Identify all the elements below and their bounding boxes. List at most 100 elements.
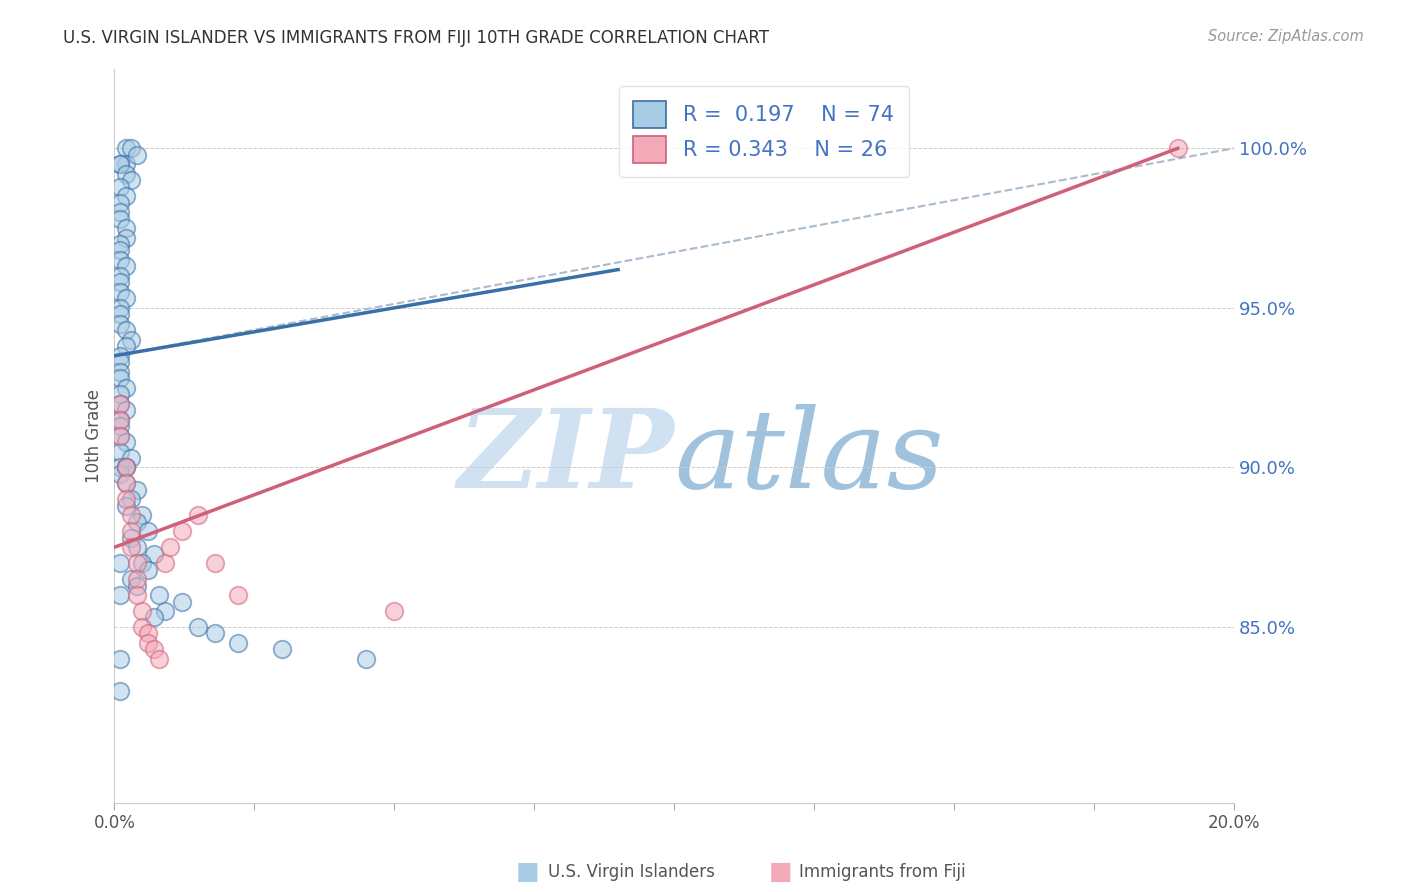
Point [136,524,159,539]
Point [226,636,249,650]
Point [125,515,148,529]
Point [114,403,136,417]
Point [170,524,193,539]
Point [114,157,136,171]
Point [108,301,131,315]
Point [108,317,131,331]
Point [108,244,131,258]
Point [108,355,131,369]
Point [114,460,136,475]
Point [114,141,136,155]
Point [108,428,131,442]
Point [120,524,142,539]
Point [114,323,136,337]
Point [204,626,226,640]
Point [108,252,131,267]
Text: ■: ■ [769,861,792,884]
Point [131,508,153,523]
Point [108,412,131,426]
Point [114,189,136,203]
Point [108,157,131,171]
Legend: R =  0.197    N = 74, R = 0.343    N = 26: R = 0.197 N = 74, R = 0.343 N = 26 [619,87,908,178]
Point [153,604,176,618]
Text: Immigrants from Fiji: Immigrants from Fiji [799,863,966,881]
Point [356,652,378,666]
Point [108,419,131,434]
Point [114,221,136,235]
Y-axis label: 10th Grade: 10th Grade [86,389,103,483]
Point [108,467,131,481]
Text: Source: ZipAtlas.com: Source: ZipAtlas.com [1208,29,1364,44]
Point [108,268,131,283]
Point [114,339,136,353]
Point [108,397,131,411]
Point [170,594,193,608]
Point [125,556,148,570]
Point [125,147,148,161]
Point [120,141,142,155]
Point [114,499,136,513]
Point [114,167,136,181]
Point [120,333,142,347]
Point [108,211,131,226]
Point [114,291,136,305]
Point [382,604,405,618]
Point [120,173,142,187]
Point [226,588,249,602]
Point [108,371,131,385]
Point [125,578,148,592]
Point [142,642,165,657]
Point [131,556,153,570]
Point [1167,141,1189,155]
Point [153,556,176,570]
Text: atlas: atlas [673,404,943,511]
Point [108,397,131,411]
Point [114,434,136,449]
Point [142,547,165,561]
Point [108,157,131,171]
Point [120,541,142,555]
Point [120,572,142,586]
Text: U.S. Virgin Islanders: U.S. Virgin Islanders [548,863,716,881]
Point [114,460,136,475]
Point [131,620,153,634]
Point [136,626,159,640]
Point [120,492,142,507]
Point [108,349,131,363]
Point [108,412,131,426]
Point [114,230,136,244]
Point [108,428,131,442]
Point [108,237,131,252]
Point [114,381,136,395]
Point [108,652,131,666]
Point [125,483,148,497]
Point [108,195,131,210]
Point [204,556,226,570]
Point [142,610,165,624]
Text: U.S. VIRGIN ISLANDER VS IMMIGRANTS FROM FIJI 10TH GRADE CORRELATION CHART: U.S. VIRGIN ISLANDER VS IMMIGRANTS FROM … [63,29,769,46]
Point [120,508,142,523]
Point [114,260,136,274]
Point [108,387,131,401]
Point [136,636,159,650]
Point [148,588,170,602]
Point [136,563,159,577]
Point [148,652,170,666]
Point [108,179,131,194]
Point [125,541,148,555]
Point [108,285,131,299]
Point [108,460,131,475]
Point [125,588,148,602]
Point [114,476,136,491]
Point [114,492,136,507]
Point [108,307,131,321]
Text: ■: ■ [516,861,538,884]
Point [108,684,131,698]
Point [131,604,153,618]
Point [108,556,131,570]
Point [187,508,209,523]
Point [114,460,136,475]
Point [120,450,142,465]
Point [120,531,142,545]
Point [125,572,148,586]
